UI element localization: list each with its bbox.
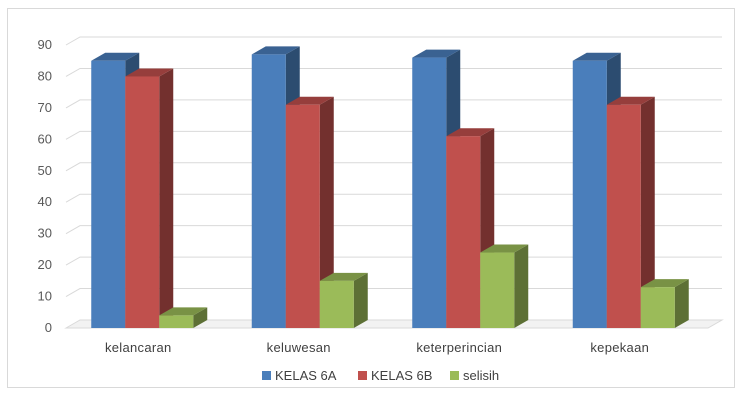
bar-front (91, 60, 126, 328)
legend-label: KELAS 6B (371, 368, 432, 383)
gridline (65, 36, 722, 46)
bar-top (640, 279, 689, 288)
legend-label: selisih (463, 368, 499, 383)
x-category-label: keluwesan (267, 340, 331, 355)
legend-swatch (358, 371, 367, 380)
bar-front (125, 76, 160, 328)
legend-label: KELAS 6A (275, 368, 337, 383)
gridline (65, 99, 722, 109)
bar-front (319, 280, 354, 328)
bar-front (606, 104, 641, 328)
bar-front (572, 60, 607, 328)
x-category-label: kelancaran (105, 340, 172, 355)
x-axis: kelancaran keluwesan keterperincian kepekaa… (105, 340, 649, 355)
y-tick-label: 10 (38, 289, 52, 304)
bar (159, 307, 208, 328)
bar (125, 68, 174, 328)
bar-top (480, 244, 529, 253)
gridline (65, 225, 722, 235)
y-tick-label: 40 (38, 194, 52, 209)
legend-swatch (262, 371, 271, 380)
bar-side (193, 307, 208, 328)
bar-top (572, 52, 621, 61)
gridlines (64, 36, 724, 329)
bar-front (480, 252, 515, 328)
bar-top (412, 49, 461, 58)
bars (91, 46, 689, 328)
bar-top (91, 52, 140, 61)
bar (480, 244, 529, 328)
bar-side (674, 279, 689, 328)
bar-front (285, 104, 320, 328)
bar (319, 272, 368, 328)
bar-side (353, 272, 368, 328)
bar-front (412, 57, 447, 328)
gridline (65, 130, 722, 140)
legend-swatch (450, 371, 459, 380)
y-tick-label: 20 (38, 257, 52, 272)
y-tick-label: 30 (38, 226, 52, 241)
legend: KELAS 6A KELAS 6B selisih (262, 368, 499, 383)
bar (606, 96, 655, 328)
bar (640, 279, 689, 328)
y-tick-label: 60 (38, 131, 52, 146)
bar-side (640, 96, 655, 328)
gridline (65, 67, 722, 77)
bar-top (251, 46, 300, 55)
bar-top (125, 68, 174, 77)
y-axis: 0 10 20 30 40 50 60 70 80 90 (38, 37, 52, 335)
bar-front (159, 315, 194, 328)
y-tick-label: 90 (38, 37, 52, 52)
bar-front (640, 287, 675, 328)
x-category-label: kepekaan (590, 340, 649, 355)
gridline (65, 193, 722, 203)
bar-top (319, 272, 368, 281)
bar (285, 96, 334, 328)
bar-top (285, 96, 334, 105)
bar-side (319, 96, 334, 328)
bar-side (514, 244, 529, 328)
bar-top (159, 307, 208, 316)
gridline (65, 162, 722, 172)
x-category-label: keterperincian (416, 340, 502, 355)
y-tick-label: 70 (38, 100, 52, 115)
bar-top (446, 128, 495, 137)
bar-front (251, 54, 286, 328)
bar-front (446, 136, 481, 328)
bar-side (159, 68, 174, 328)
y-tick-label: 50 (38, 163, 52, 178)
bar-top (606, 96, 655, 105)
y-tick-label: 0 (45, 320, 52, 335)
y-tick-label: 80 (38, 68, 52, 83)
